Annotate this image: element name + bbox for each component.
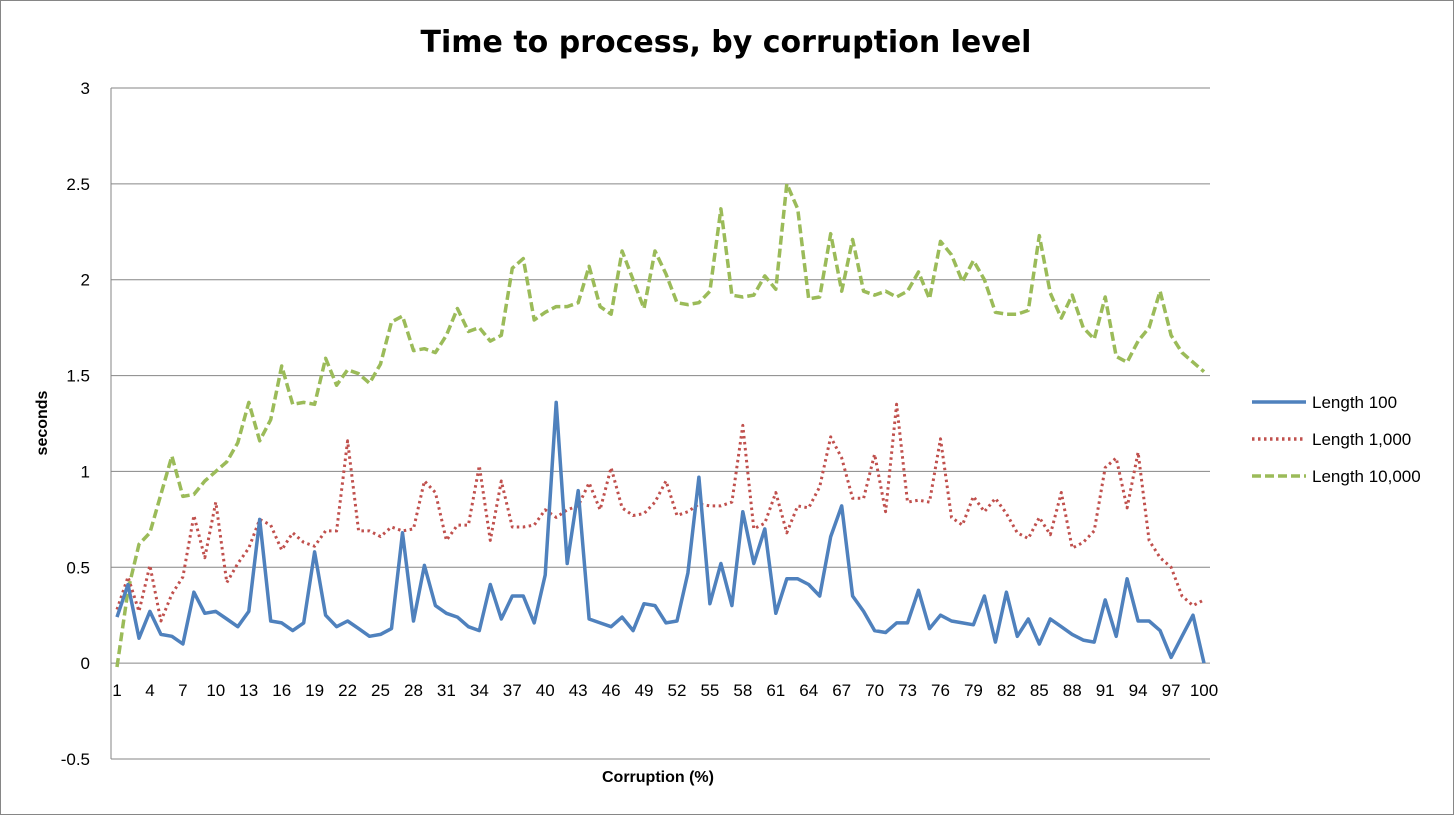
x-tick-label: 85 [1030,681,1049,700]
y-tick-label: 1.5 [66,367,90,386]
y-axis-tick-labels: -0.5 0 0.5 1 1.5 2 2.5 3 [61,79,90,769]
x-tick-label: 28 [404,681,423,700]
x-tick-label: 49 [635,681,654,700]
series-lines [115,182,1206,668]
chart-title: Time to process, by corruption level [421,25,1032,60]
legend-label: Length 1,000 [1312,430,1411,449]
x-tick-label: 37 [503,681,522,700]
series-line-length-100 [115,400,1206,664]
x-tick-label: 70 [865,681,884,700]
series-line-length-10-000 [115,182,1206,668]
y-tick-label: 0.5 [66,558,90,577]
x-tick-label: 25 [371,681,390,700]
x-tick-label: 67 [832,681,851,700]
y-tick-label: 3 [81,79,90,98]
y-axis-title: seconds [34,390,51,455]
x-tick-label: 91 [1096,681,1115,700]
x-tick-label: 79 [964,681,983,700]
legend-label: Length 10,000 [1312,467,1421,486]
gridlines [110,87,1210,760]
x-tick-label: 73 [898,681,917,700]
x-tick-label: 10 [206,681,225,700]
x-axis-title: Corruption (%) [602,769,714,786]
x-tick-label: 52 [668,681,687,700]
y-tick-label: 0 [81,654,90,673]
y-tick-label: 2 [81,271,90,290]
x-tick-label: 16 [272,681,291,700]
series-line-length-1-000 [115,402,1205,623]
x-tick-label: 94 [1129,681,1148,700]
x-tick-label: 7 [178,681,187,700]
x-tick-label: 40 [536,681,555,700]
y-tick-label: 1 [81,462,90,481]
x-tick-label: 97 [1162,681,1181,700]
x-tick-label: 13 [239,681,258,700]
x-tick-label: 64 [799,681,818,700]
x-tick-label: 46 [602,681,621,700]
x-tick-label: 34 [470,681,489,700]
x-tick-label: 43 [569,681,588,700]
x-tick-label: 58 [733,681,752,700]
legend-label: Length 100 [1312,393,1397,412]
x-tick-label: 4 [145,681,154,700]
x-tick-label: 55 [700,681,719,700]
x-axis-tick-labels: 1 4 7 10 13 16 19 22 25 28 31 34 37 40 43 46 49 52 55 58 61 6… [112,681,1218,700]
legend: Length 100 Length 1,000 Length 10,000 [1252,393,1421,486]
x-tick-label: 100 [1190,681,1218,700]
x-tick-label: 61 [766,681,785,700]
x-tick-label: 22 [338,681,357,700]
x-tick-label: 19 [305,681,324,700]
x-tick-label: 31 [437,681,456,700]
x-tick-label: 88 [1063,681,1082,700]
y-tick-label: 2.5 [66,175,90,194]
x-tick-label: 1 [112,681,121,700]
x-tick-label: 82 [997,681,1016,700]
x-tick-label: 76 [931,681,950,700]
y-tick-label: -0.5 [61,750,90,769]
